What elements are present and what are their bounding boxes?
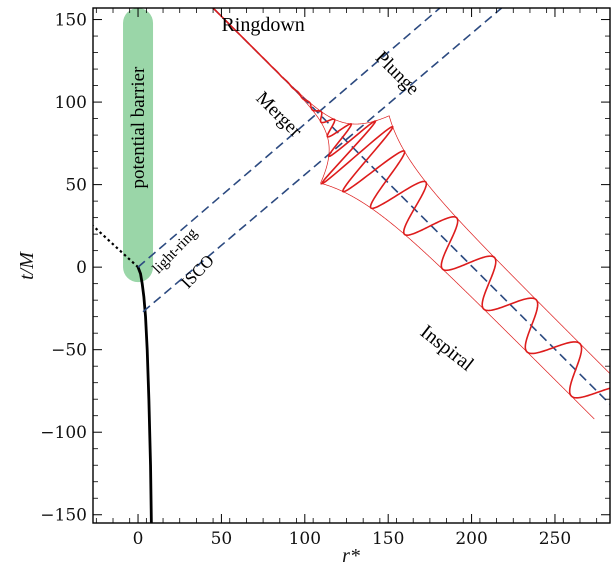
waveform-envelope-upper <box>212 8 610 375</box>
y-tick-label: 100 <box>55 93 87 113</box>
potential-barrier-label: potential barrier <box>128 66 149 189</box>
tick-labels: 0 50 100 150 200 250 −150 −100 −50 0 50 100 150 <box>40 11 571 549</box>
y-tick-label: −150 <box>40 506 87 526</box>
y-tick-label: 150 <box>55 11 87 31</box>
annotations: RingdownPlungeMergerlight-ringISCOInspir… <box>150 14 478 376</box>
y-axis-title: t/M <box>16 251 38 280</box>
y-tick-label: −100 <box>40 423 87 443</box>
annotation-inspiral: Inspiral <box>416 321 478 376</box>
annotation-isco: ISCO <box>177 251 218 292</box>
x-tick-label: 50 <box>211 529 233 549</box>
x-tick-label: 150 <box>372 529 404 549</box>
annotation-merger: Merger <box>252 88 307 143</box>
y-tick-label: −50 <box>51 341 87 361</box>
x-axis-title: r* <box>342 545 360 567</box>
x-tick-label: 100 <box>289 529 321 549</box>
y-tick-label: 0 <box>76 258 87 278</box>
series-line-4 <box>142 8 503 313</box>
series-line-1 <box>136 266 153 523</box>
series-line-3 <box>137 8 441 268</box>
x-tick-label: 250 <box>539 529 571 549</box>
series-line-2 <box>93 225 139 268</box>
x-tick-label: 200 <box>455 529 487 549</box>
axes-frame <box>92 7 611 524</box>
x-tick-label: 0 <box>133 529 144 549</box>
y-tick-label: 50 <box>65 176 87 196</box>
plot-area: potential barrier <box>93 8 610 523</box>
annotation-ringdown: Ringdown <box>221 14 304 36</box>
potential-barrier-band <box>123 8 154 283</box>
axis-ticks <box>93 8 610 523</box>
waveform-line <box>212 8 610 399</box>
annotation-plunge: Plunge <box>371 47 423 99</box>
series-line-5 <box>212 8 610 405</box>
